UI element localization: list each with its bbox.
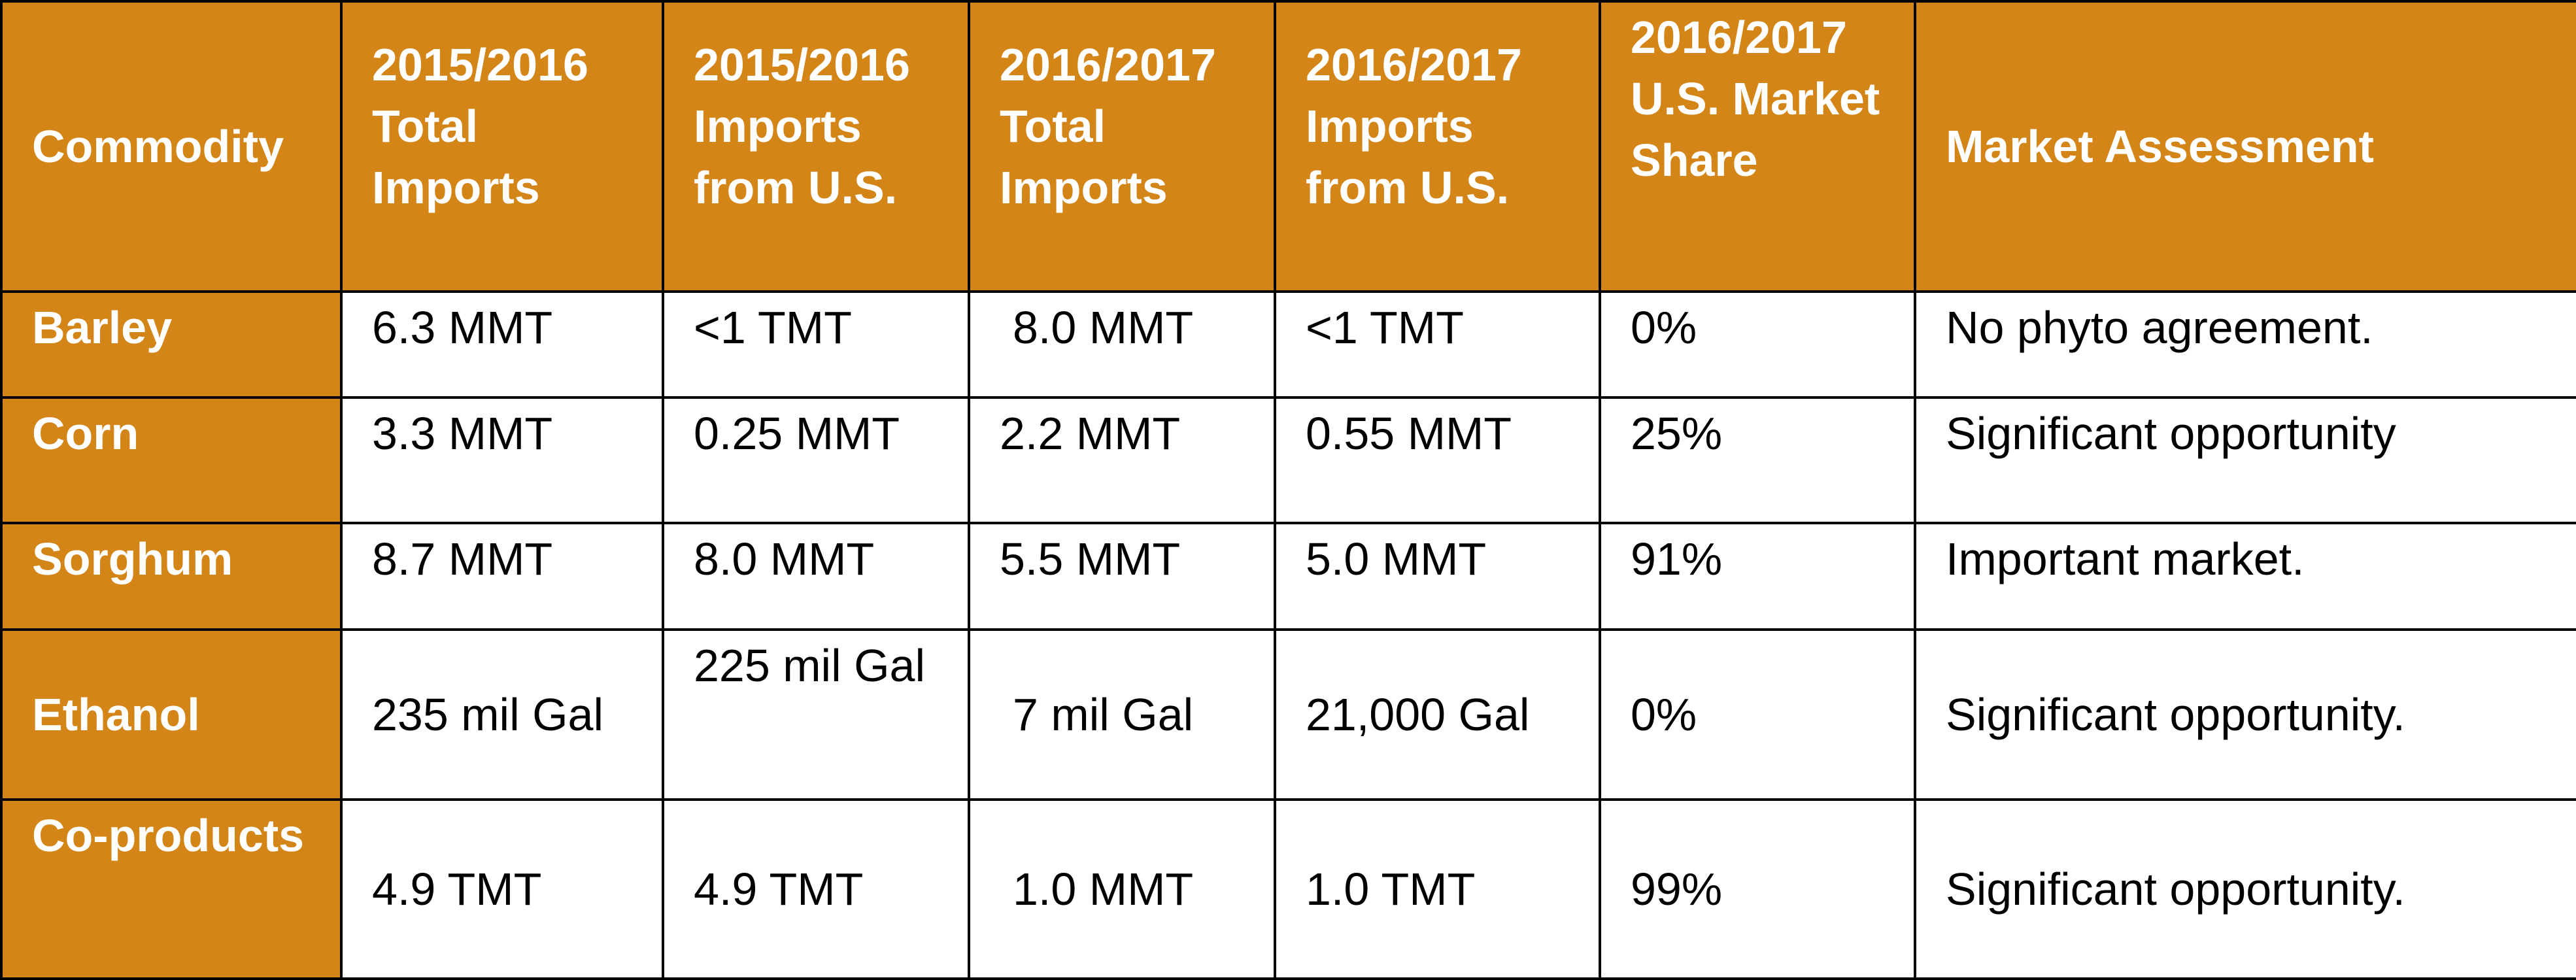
table-cell: 5.0 MMT [1274, 522, 1601, 631]
table-cell: 7 mil Gal [968, 628, 1276, 801]
table-cell: Important market. [1914, 522, 2576, 631]
table-cell: 2.2 MMT [968, 396, 1276, 524]
table-cell: 4.9 TMT [340, 798, 664, 980]
table-cell: <1 TMT [1274, 290, 1601, 399]
commodity-cell: Corn [0, 396, 343, 524]
table-cell: 8.0 MMT [968, 290, 1276, 399]
table-cell: Significant opportunity. [1914, 798, 2576, 980]
table-cell: 0.55 MMT [1274, 396, 1601, 524]
table-row: Ethanol 235 mil Gal 225 mil Gal 7 mil Ga… [0, 628, 2576, 801]
commodity-cell: Ethanol [0, 628, 343, 801]
table-cell: Significant opportunity. [1914, 628, 2576, 801]
table-cell: 0.25 MMT [662, 396, 970, 524]
table-cell: 235 mil Gal [340, 628, 664, 801]
header-2015-2016-total-imports: 2015/2016 Total Imports [340, 0, 664, 293]
table-cell: 3.3 MMT [340, 396, 664, 524]
table-row: Co-products 4.9 TMT 4.9 TMT 1.0 MMT 1.0 … [0, 798, 2576, 980]
table-cell: 0% [1599, 628, 1916, 801]
table-cell: Significant opportunity [1914, 396, 2576, 524]
header-row: Commodity 2015/2016 Total Imports 2015/2… [0, 0, 2576, 293]
table-cell: 4.9 TMT [662, 798, 970, 980]
header-market-assessment: Market Assessment [1914, 0, 2576, 293]
table-cell: 8.7 MMT [340, 522, 664, 631]
table-cell: 91% [1599, 522, 1916, 631]
header-2015-2016-imports-from-us: 2015/2016 Imports from U.S. [662, 0, 970, 293]
table-cell: 21,000 Gal [1274, 628, 1601, 801]
table-row: Sorghum 8.7 MMT 8.0 MMT 5.5 MMT 5.0 MMT … [0, 522, 2576, 631]
commodity-cell: Sorghum [0, 522, 343, 631]
table-cell: 25% [1599, 396, 1916, 524]
table-cell: 99% [1599, 798, 1916, 980]
table-cell: 1.0 TMT [1274, 798, 1601, 980]
table-cell: 1.0 MMT [968, 798, 1276, 980]
table-cell: 5.5 MMT [968, 522, 1276, 631]
table-cell: <1 TMT [662, 290, 970, 399]
table-cell: 225 mil Gal [662, 628, 970, 801]
table-cell: 8.0 MMT [662, 522, 970, 631]
header-2016-2017-imports-from-us: 2016/2017 Imports from U.S. [1274, 0, 1601, 293]
commodity-cell: Barley [0, 290, 343, 399]
table-row: Barley 6.3 MMT <1 TMT 8.0 MMT <1 TMT 0% … [0, 290, 2576, 399]
table-cell: No phyto agreement. [1914, 290, 2576, 399]
table-row: Corn 3.3 MMT 0.25 MMT 2.2 MMT 0.55 MMT 2… [0, 396, 2576, 524]
header-2016-2017-total-imports: 2016/2017 Total Imports [968, 0, 1276, 293]
table-cell: 6.3 MMT [340, 290, 664, 399]
header-us-market-share: 2016/2017 U.S. Market Share [1599, 0, 1916, 293]
commodity-cell: Co-products [0, 798, 343, 980]
header-commodity: Commodity [0, 0, 343, 293]
table-cell: 0% [1599, 290, 1916, 399]
